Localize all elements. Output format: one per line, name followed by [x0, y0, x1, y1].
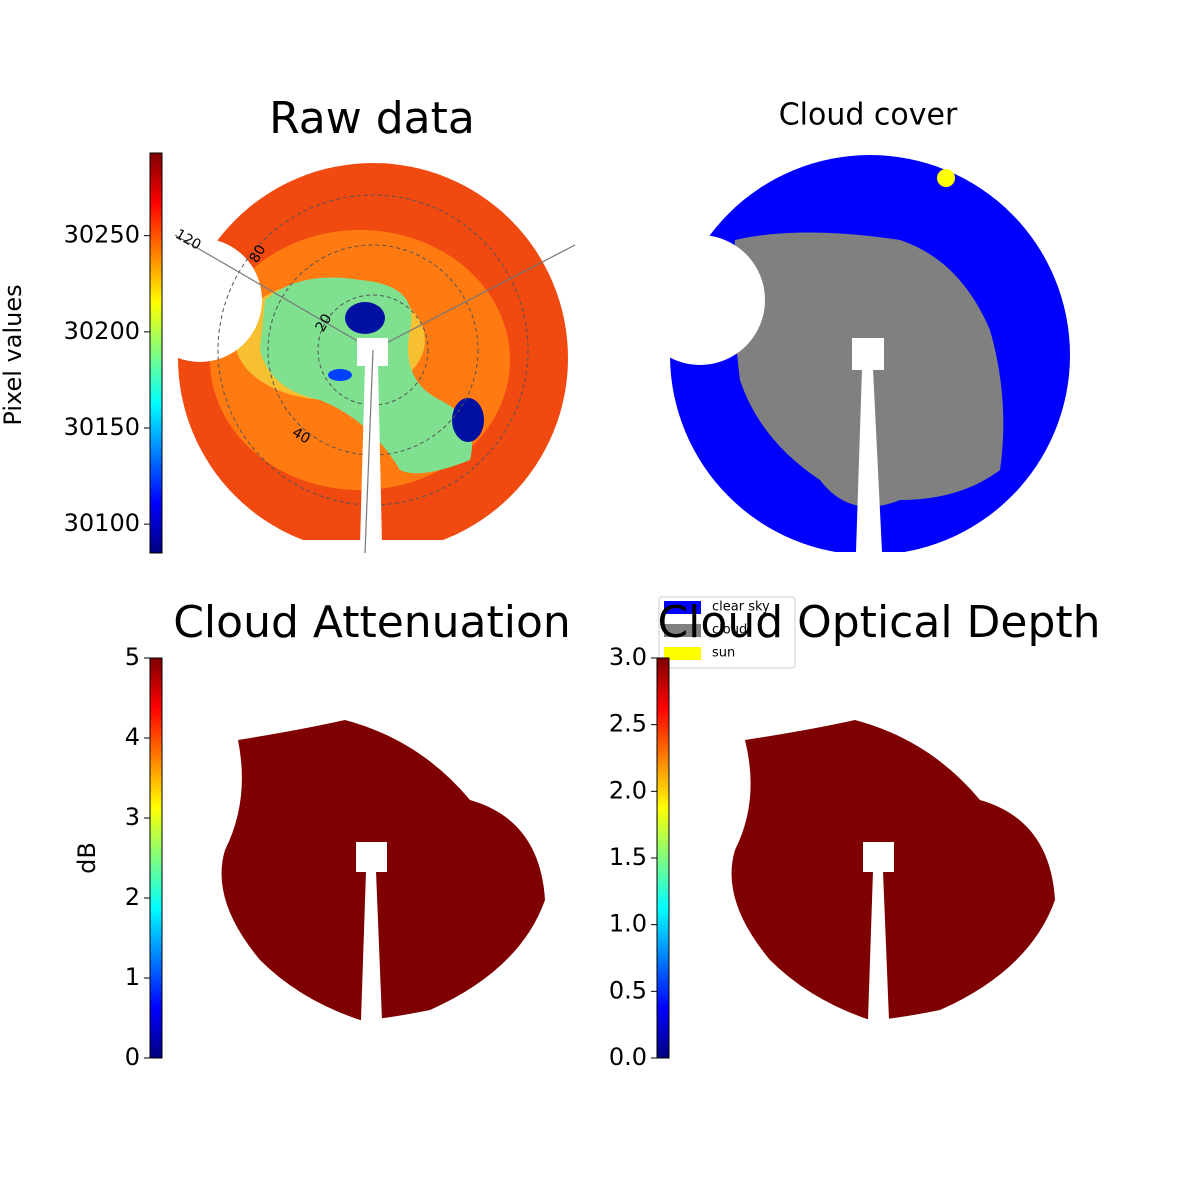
legend-patch	[664, 624, 701, 637]
polar-label: 80	[247, 242, 270, 265]
attenuation-image	[221, 720, 545, 1020]
colorbar	[149, 152, 163, 554]
colorbar	[149, 657, 163, 1059]
colorbar	[656, 657, 670, 1059]
colorbar-tick-label: 30100	[64, 509, 140, 537]
colorbar-tick-label: 2.0	[609, 776, 647, 804]
colorbar-tick-label: 30200	[64, 317, 140, 345]
colorbar-tick-label: 4	[125, 723, 140, 751]
colorbar-tick-label: 1.5	[609, 843, 647, 871]
legend-label: cloud	[712, 623, 747, 638]
colorbar-label: dB	[73, 842, 101, 874]
colorbar-tick-label: 2.5	[609, 710, 647, 738]
colorbar-tick-label: 30250	[64, 221, 140, 249]
colorbar-tick-label: 3.0	[609, 643, 647, 671]
legend-patch	[664, 601, 701, 614]
polar-label: 20	[313, 311, 336, 334]
legend-label: sun	[712, 646, 735, 661]
cloud-cover-image	[660, 155, 1070, 552]
legend-patch	[664, 647, 701, 660]
colorbar-label: Pixel values	[0, 284, 27, 425]
panel-title: Raw data	[269, 93, 475, 144]
colorbar-tick-label: 0	[125, 1043, 140, 1071]
colorbar-tick-label: 0.5	[609, 976, 647, 1004]
optical-depth-image	[731, 720, 1055, 1020]
colorbar-tick-label: 5	[125, 643, 140, 671]
colorbar-tick-label: 1.0	[609, 910, 647, 938]
legend-label: clear sky	[712, 600, 770, 615]
colorbar-tick-label: 30150	[64, 413, 140, 441]
colorbar-tick-label: 3	[125, 803, 140, 831]
raw-image	[170, 163, 580, 545]
colorbar-tick-label: 1	[125, 963, 140, 991]
panel-title: Cloud Attenuation	[173, 597, 571, 648]
panel-title: Cloud Optical Depth	[657, 597, 1100, 648]
polar-label: 40	[289, 425, 312, 448]
polar-line	[364, 349, 374, 554]
colorbar-tick-label: 2	[125, 883, 140, 911]
colorbar-tick-label: 0.0	[609, 1043, 647, 1071]
panel-title: Cloud cover	[779, 98, 958, 133]
